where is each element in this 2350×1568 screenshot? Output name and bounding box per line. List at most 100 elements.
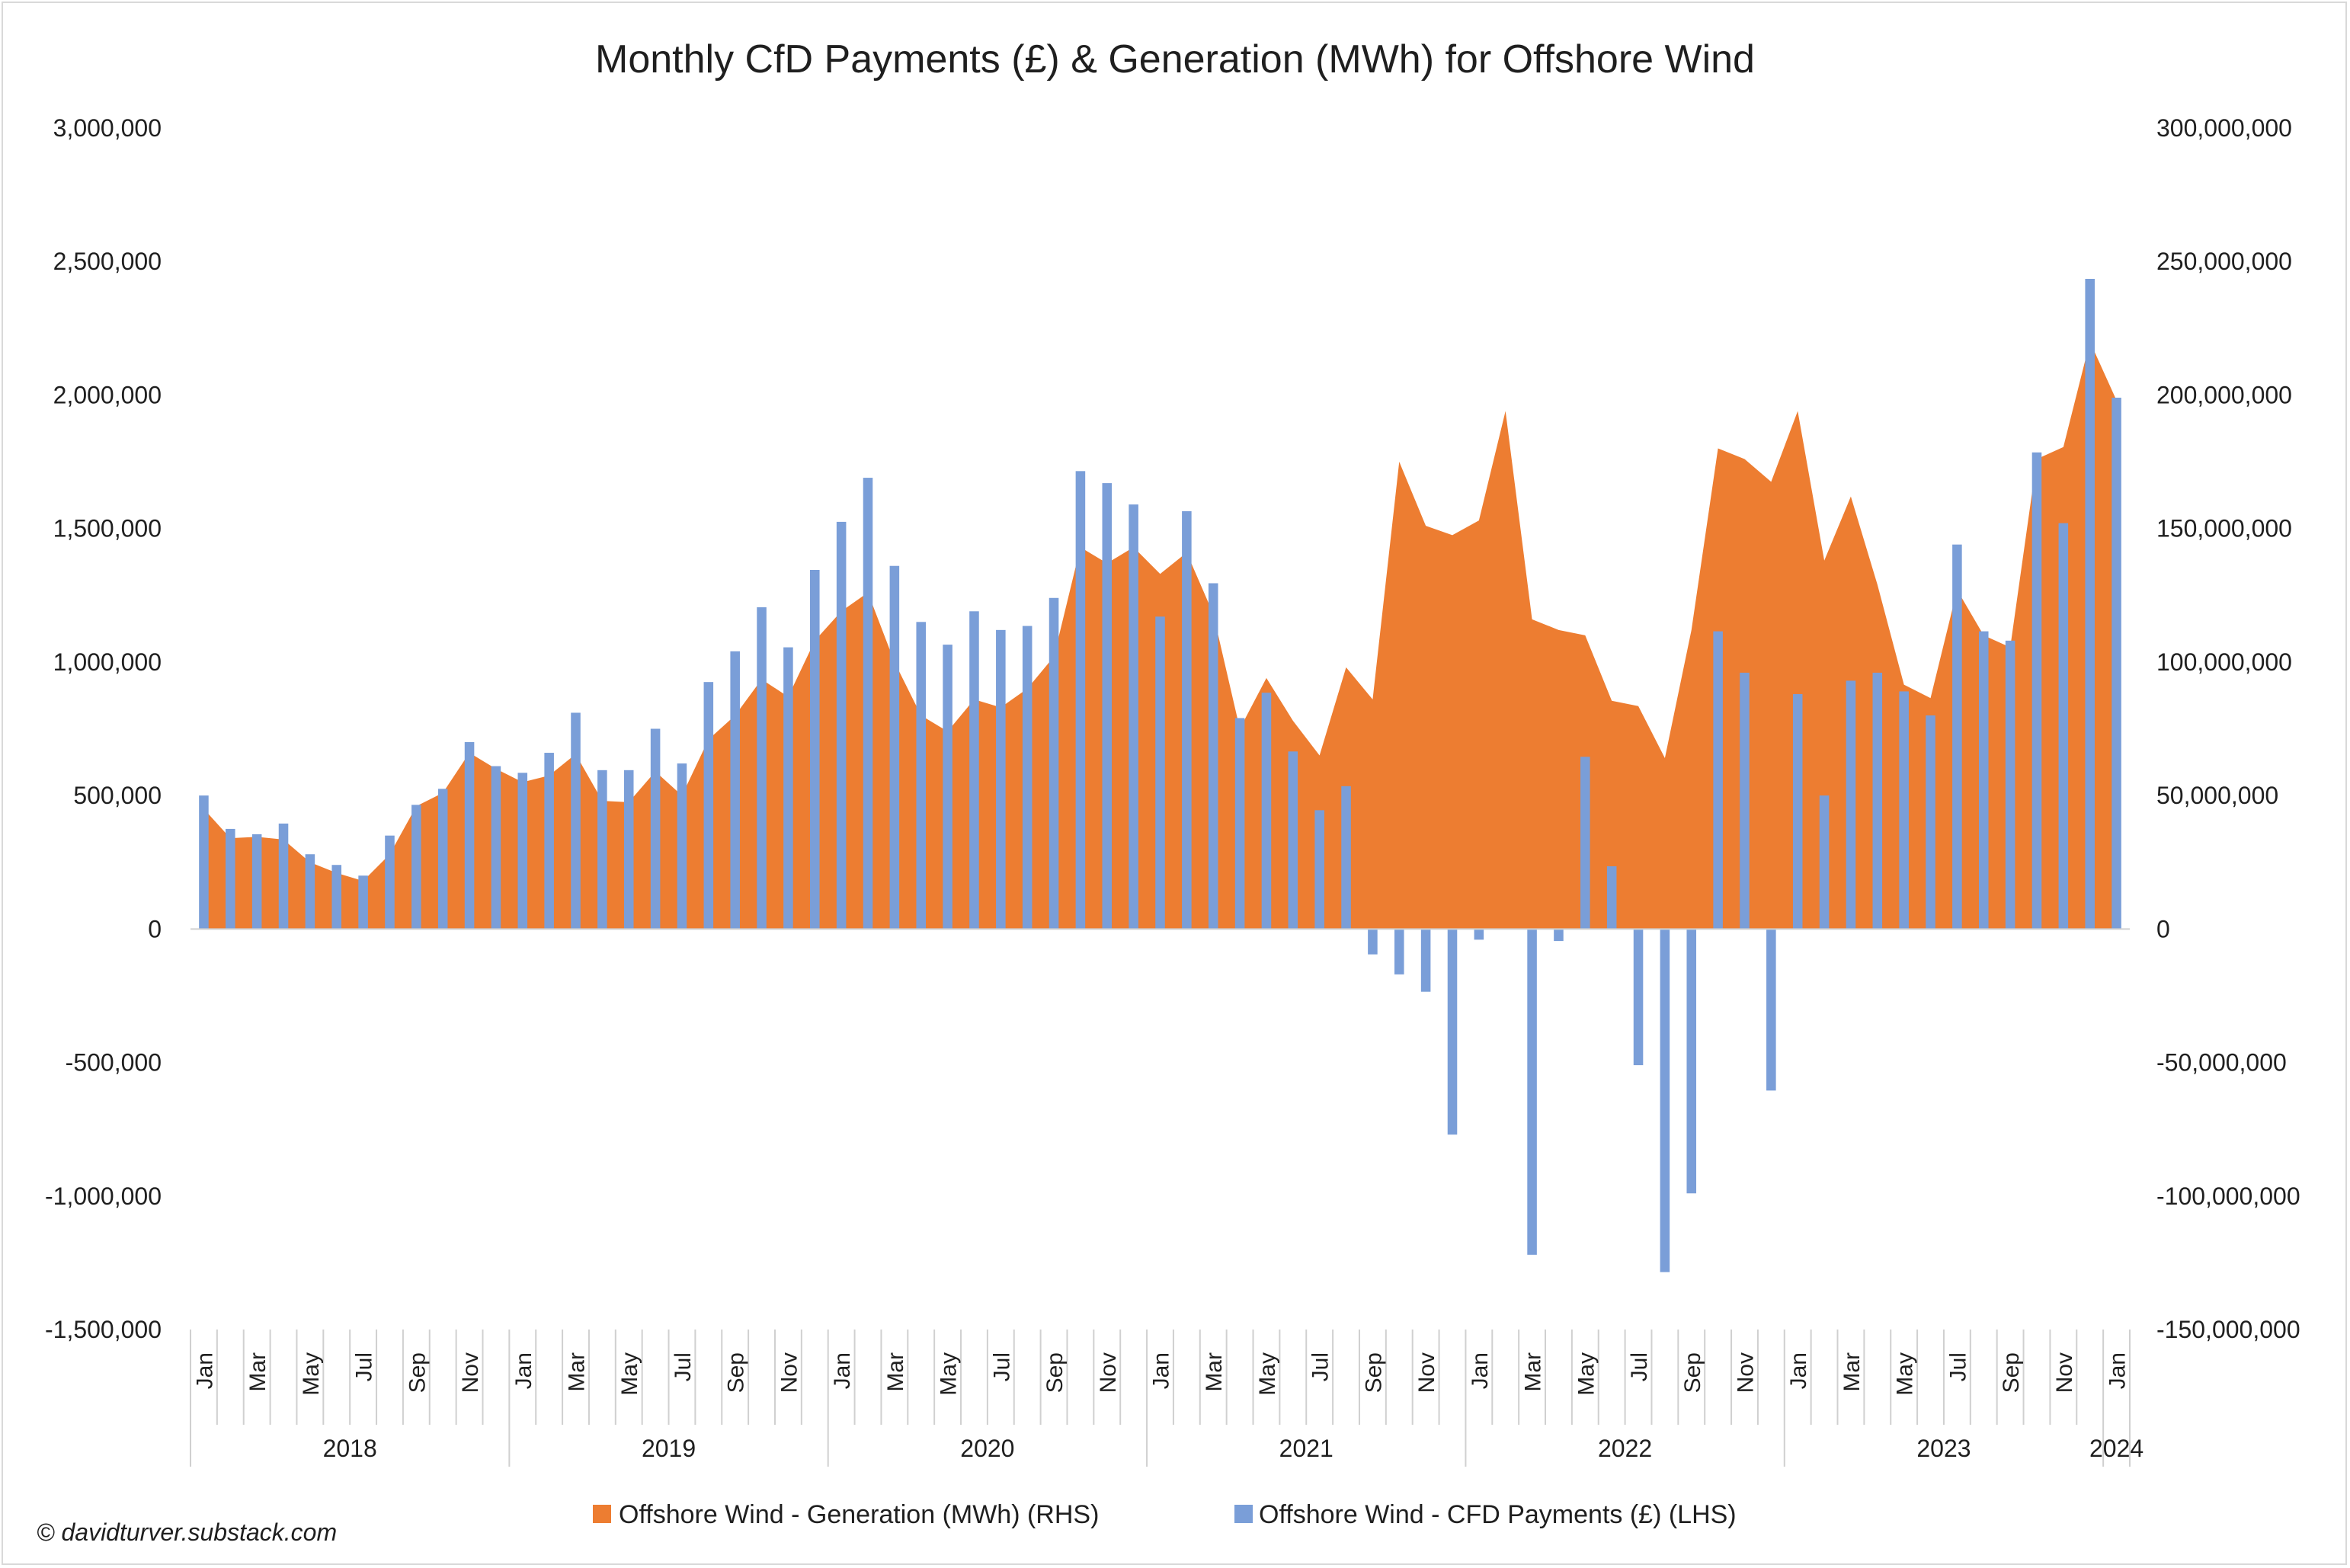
right-tick-label: 200,000,000	[2156, 381, 2292, 408]
month-label: Jul	[671, 1352, 696, 1381]
payment-bar	[597, 770, 607, 930]
payment-bar	[199, 795, 209, 930]
payment-bar	[1740, 672, 1750, 930]
payment-bar	[1660, 929, 1670, 1272]
month-label: May	[299, 1352, 324, 1396]
payment-bar	[730, 651, 740, 930]
legend-label-generation: Offshore Wind - Generation (MWh) (RHS)	[619, 1500, 1099, 1529]
payment-bar	[1606, 866, 1617, 930]
payment-bar	[1022, 626, 1033, 930]
month-label: May	[1893, 1352, 1918, 1396]
payment-bar	[1792, 693, 1803, 930]
payment-bar	[1474, 929, 1484, 940]
payment-bar	[703, 682, 714, 930]
payment-bar	[571, 712, 581, 930]
left-tick-label: 500,000	[73, 782, 162, 809]
year-label: 2021	[1279, 1435, 1333, 1462]
legend-swatch-generation	[593, 1505, 611, 1523]
payment-bar	[1926, 715, 1935, 930]
month-label: Sep	[405, 1352, 430, 1393]
month-label: Jul	[1308, 1352, 1333, 1381]
payment-bar	[1341, 786, 1351, 930]
month-label: Mar	[245, 1352, 271, 1392]
legend: Offshore Wind - Generation (MWh) (RHS) O…	[593, 1500, 1737, 1529]
payment-bar	[251, 834, 262, 930]
payment-bar	[836, 521, 847, 930]
right-tick-label: 250,000,000	[2156, 248, 2292, 275]
payment-bar	[517, 773, 528, 930]
payment-bar	[278, 823, 289, 930]
payment-bar	[358, 875, 368, 930]
year-label: 2022	[1598, 1435, 1652, 1462]
payment-bar	[943, 645, 952, 930]
payment-bar	[1447, 929, 1458, 1135]
credit-text: © davidturver.substack.com	[37, 1518, 337, 1546]
year-label: 2023	[1916, 1435, 1971, 1462]
payment-bar	[437, 789, 448, 930]
payment-bar	[1527, 929, 1537, 1255]
chart-title: Monthly CfD Payments (£) & Generation (M…	[595, 37, 1755, 82]
payment-bar	[996, 629, 1006, 930]
payment-bar	[1420, 929, 1431, 992]
payment-bar	[1633, 929, 1644, 1066]
payment-bar	[305, 854, 315, 930]
payment-bar	[544, 753, 554, 930]
month-label: Nov	[1096, 1352, 1121, 1393]
payment-bar	[783, 647, 793, 930]
payment-bar	[2085, 279, 2095, 930]
payment-bar	[1394, 929, 1404, 974]
month-label: Mar	[565, 1352, 590, 1392]
payment-bar	[1155, 616, 1165, 930]
right-tick-label: 150,000,000	[2156, 515, 2292, 542]
axis-layer	[190, 928, 2131, 1467]
payment-bar	[1208, 583, 1218, 930]
month-label: Jul	[989, 1352, 1014, 1381]
right-tick-label: -50,000,000	[2156, 1049, 2287, 1077]
payment-bar	[2031, 452, 2042, 930]
payment-bar	[1102, 483, 1113, 930]
payment-bar	[331, 865, 342, 930]
month-label: Sep	[1042, 1352, 1068, 1393]
payment-bar	[1288, 751, 1298, 930]
payment-bar	[650, 728, 661, 930]
month-label: May	[617, 1352, 642, 1396]
payment-bar	[1872, 672, 1883, 930]
year-label: 2020	[960, 1435, 1014, 1462]
legend-label-payments: Offshore Wind - CFD Payments (£) (LHS)	[1259, 1500, 1737, 1529]
right-tick-label: 50,000,000	[2156, 782, 2278, 809]
month-label: Sep	[724, 1352, 749, 1393]
month-label: Sep	[1999, 1352, 2024, 1393]
month-label: Jan	[511, 1352, 536, 1389]
left-tick-label: -1,500,000	[45, 1316, 162, 1343]
right-axis-ticks: 300,000,000 250,000,000 200,000,000 150,000…	[2156, 114, 2300, 1343]
payment-bar	[1846, 680, 1856, 930]
payment-bar	[491, 766, 501, 930]
month-label: Jan	[192, 1352, 217, 1389]
payment-bar	[810, 569, 820, 930]
left-tick-label: -500,000	[66, 1049, 162, 1077]
payment-bar	[969, 611, 979, 930]
month-label: Sep	[1680, 1352, 1705, 1393]
left-tick-label: 2,500,000	[53, 248, 162, 275]
month-label: May	[1574, 1352, 1599, 1396]
payments-bar-layer	[199, 279, 2121, 1272]
payment-bar	[1686, 929, 1697, 1194]
month-label: Nov	[458, 1352, 483, 1393]
payment-bar	[1049, 597, 1059, 930]
payment-bar	[1368, 929, 1378, 955]
year-label: 2024	[2089, 1435, 2143, 1462]
x-axis-month-labels: Jan Mar May Jul Sep Nov Jan Mar May Jul Sep Nov Jan M…	[192, 1352, 2130, 1396]
month-label: Jul	[1627, 1352, 1652, 1381]
month-label: Jan	[830, 1352, 855, 1389]
month-label: Jan	[1149, 1352, 1174, 1389]
month-label: Jan	[1786, 1352, 1811, 1389]
payment-bar	[863, 478, 873, 930]
payment-bar	[226, 828, 235, 930]
payment-bar	[2058, 523, 2069, 930]
x-axis-year-labels: 2018 2019 2020 2021 2022 2023 2024	[323, 1435, 2144, 1462]
payment-bar	[889, 565, 900, 930]
month-label: May	[1255, 1352, 1280, 1396]
month-label: May	[936, 1352, 962, 1396]
payment-bar	[1554, 929, 1564, 942]
year-label: 2018	[323, 1435, 377, 1462]
